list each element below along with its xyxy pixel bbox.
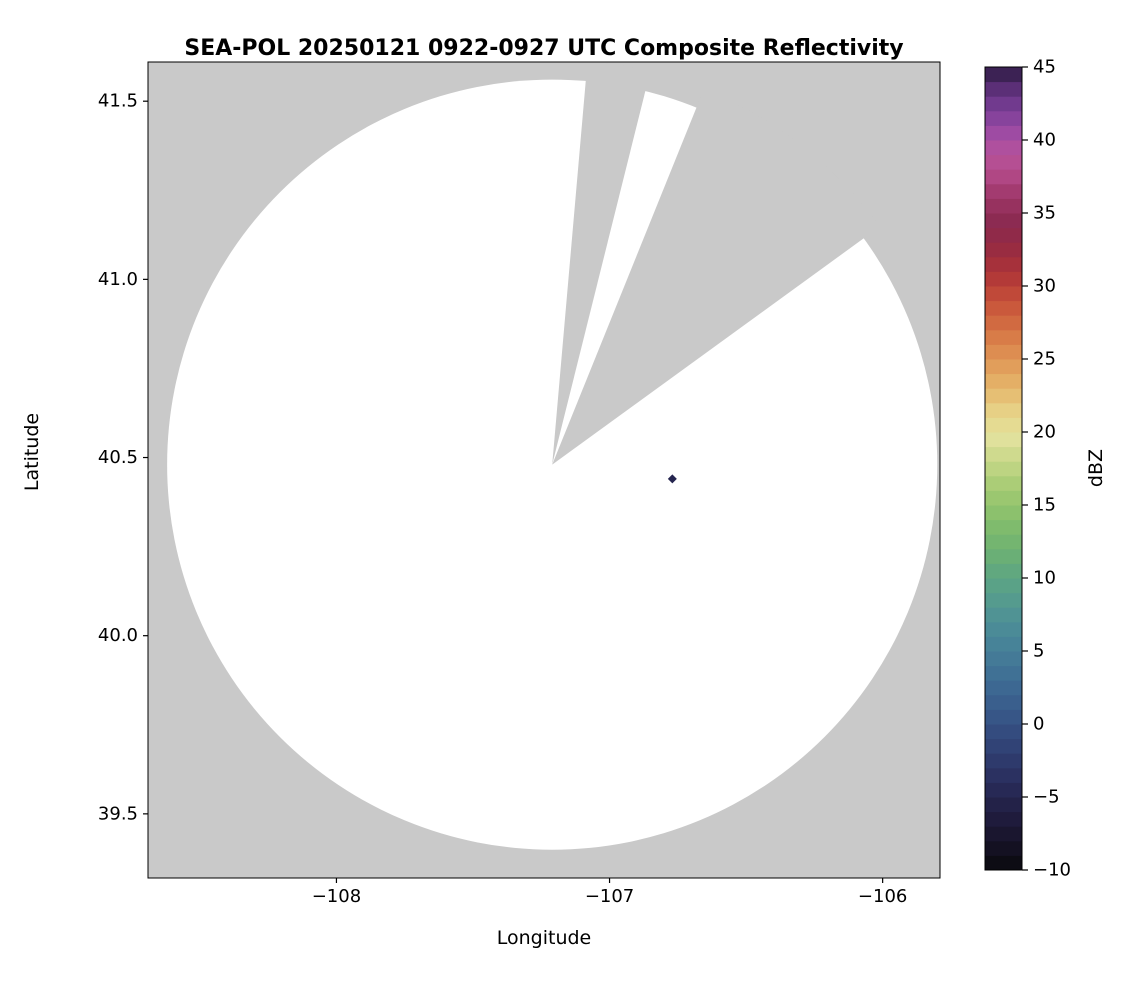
colorbar-tick-label: 0 [1033, 714, 1044, 735]
colorbar-band [985, 548, 1022, 564]
y-tick-label: 41.5 [98, 91, 138, 112]
y-tick-label: 39.5 [98, 803, 138, 824]
colorbar-band [985, 563, 1022, 579]
colorbar-band [985, 81, 1022, 97]
colorbar-band [985, 256, 1022, 272]
colorbar-band [985, 227, 1022, 243]
colorbar-tick-label: 25 [1033, 349, 1056, 370]
colorbar-band [985, 329, 1022, 345]
colorbar-band [985, 388, 1022, 404]
colorbar-band [985, 154, 1022, 170]
colorbar-tick-label: 10 [1033, 568, 1056, 589]
x-tick-label: −108 [312, 886, 361, 907]
colorbar-band [985, 680, 1022, 696]
colorbar-band [985, 271, 1022, 287]
colorbar-band [985, 578, 1022, 594]
x-axis-label: Longitude [496, 927, 592, 949]
colorbar-band [985, 110, 1022, 126]
colorbar-band [985, 125, 1022, 141]
y-tick-label: 40.0 [98, 625, 138, 646]
colorbar-band [985, 300, 1022, 316]
blocked-sector [552, 62, 651, 465]
colorbar-band [985, 797, 1022, 813]
colorbar-label: dBZ [1085, 448, 1107, 488]
colorbar-band [985, 826, 1022, 842]
colorbar-tick-label: 15 [1033, 495, 1056, 516]
colorbar-band [985, 286, 1022, 302]
colorbar-band [985, 373, 1022, 389]
colorbar-band [985, 417, 1022, 433]
blocked-sector [552, 89, 880, 465]
colorbar-tick-label: 45 [1033, 57, 1056, 78]
colorbar-frame [984, 66, 1023, 871]
colorbar-band [985, 315, 1022, 331]
colorbar-tick-label: 30 [1033, 276, 1056, 297]
colorbar-tick-label: 40 [1033, 130, 1056, 151]
colorbar-band [985, 651, 1022, 667]
colorbar-band [985, 665, 1022, 681]
colorbar-band [985, 402, 1022, 418]
colorbar-tick-label: 35 [1033, 203, 1056, 224]
colorbar-band [985, 621, 1022, 637]
colorbar-band [985, 709, 1022, 725]
colorbar-band [985, 724, 1022, 740]
colorbar-band [985, 67, 1022, 83]
y-tick-label: 41.0 [98, 269, 138, 290]
colorbar-band [985, 694, 1022, 710]
x-tick-label: −107 [585, 886, 634, 907]
colorbar-band [985, 753, 1022, 769]
colorbar-band [985, 534, 1022, 550]
colorbar-band [985, 140, 1022, 156]
colorbar-band [985, 446, 1022, 462]
colorbar-band [985, 767, 1022, 783]
radar-echo [667, 474, 677, 484]
colorbar-tick-label: −5 [1033, 787, 1060, 808]
colorbar-band [985, 519, 1022, 535]
colorbar-band [985, 738, 1022, 754]
colorbar-band [985, 242, 1022, 258]
colorbar-band [985, 432, 1022, 448]
colorbar-band [985, 607, 1022, 623]
colorbar-band [985, 475, 1022, 491]
colorbar-band [985, 505, 1022, 521]
x-tick-label: −106 [858, 886, 907, 907]
colorbar-band [985, 183, 1022, 199]
chart-title: SEA-POL 20250121 0922-0927 UTC Composite… [184, 36, 904, 61]
y-tick-label: 40.5 [98, 447, 138, 468]
colorbar-band [985, 344, 1022, 360]
colorbar-band [985, 213, 1022, 229]
colorbar-band [985, 169, 1022, 185]
colorbar-band [985, 461, 1022, 477]
colorbar-tick-label: 20 [1033, 422, 1056, 443]
colorbar-tick-label: 5 [1033, 641, 1044, 662]
colorbar-band [985, 490, 1022, 506]
plot-frame [147, 61, 941, 879]
colorbar-band [985, 840, 1022, 856]
colorbar-band [985, 96, 1022, 112]
colorbar-tick-label: −10 [1033, 860, 1071, 881]
colorbar-band [985, 636, 1022, 652]
colorbar-band [985, 198, 1022, 214]
colorbar-band [985, 592, 1022, 608]
colorbar-band [985, 359, 1022, 375]
colorbar-band [985, 855, 1022, 871]
colorbar-band [985, 811, 1022, 827]
colorbar-band [985, 782, 1022, 798]
